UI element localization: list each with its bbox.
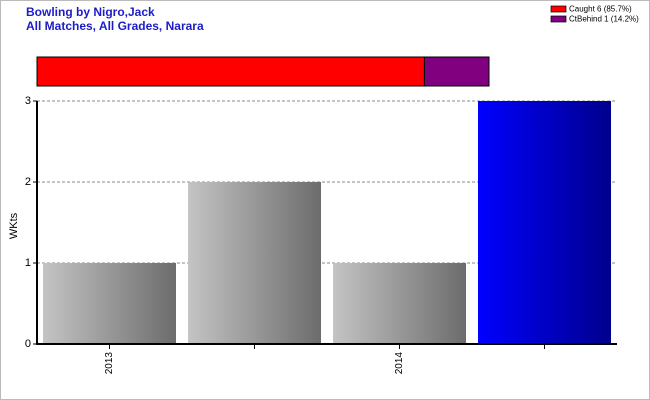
stacked-segment: [423, 56, 490, 87]
chart-title: Bowling by Nigro,Jack: [26, 5, 155, 19]
y-tick-label: 3: [25, 95, 31, 107]
bar: [188, 182, 321, 344]
bar: [43, 263, 176, 344]
chart-subtitle: All Matches, All Grades, Narara: [26, 19, 204, 33]
y-axis-label: WKts: [8, 212, 20, 239]
legend-label: Caught 6 (85.7%): [569, 5, 632, 14]
legend-swatch: [550, 15, 567, 23]
y-tick-label: 1: [25, 257, 31, 269]
bar: [333, 263, 466, 344]
x-tick-label: 2014: [394, 352, 405, 375]
bar: [478, 101, 611, 344]
x-tick-label: 2013: [104, 352, 115, 375]
y-tick-label: 0: [25, 338, 31, 350]
legend-swatch: [550, 5, 567, 13]
legend-label: CtBehind 1 (14.2%): [569, 15, 639, 24]
stacked-segment: [36, 56, 425, 87]
y-tick-label: 2: [25, 176, 31, 188]
